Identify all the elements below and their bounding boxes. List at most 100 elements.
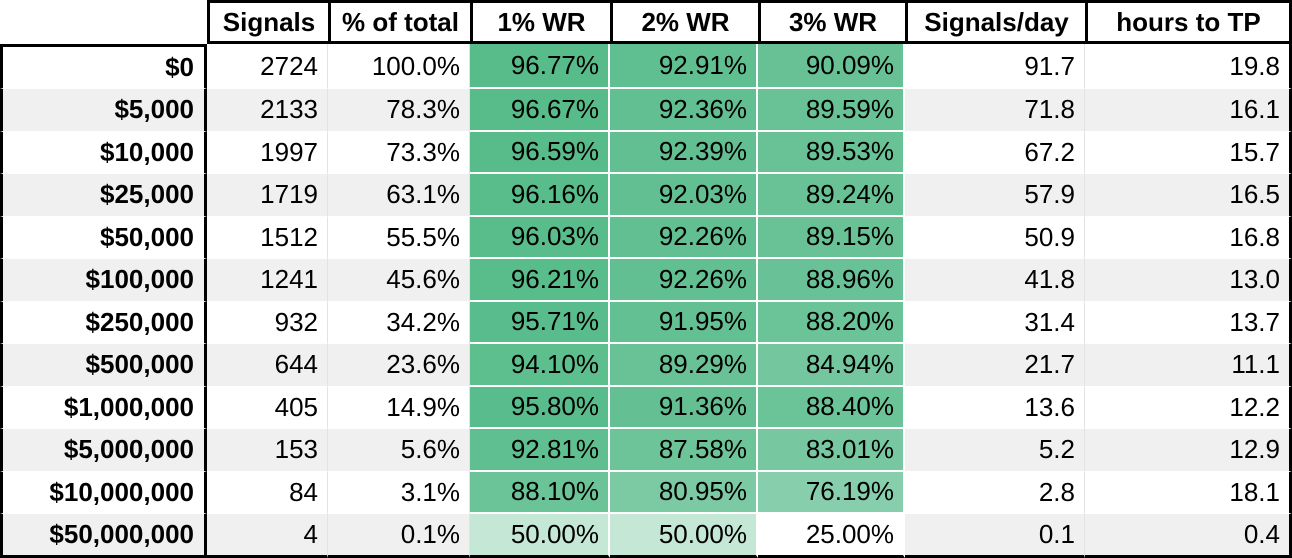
cell-signals-per-day[interactable]: 50.9 [905, 216, 1085, 260]
cell-signals[interactable]: 84 [207, 471, 328, 515]
row-label-threshold[interactable]: $100,000 [0, 259, 207, 302]
cell-signals[interactable]: 1241 [207, 259, 328, 302]
header-hours-to-tp[interactable]: hours to TP [1085, 0, 1292, 44]
cell-pct-of-total[interactable]: 55.5% [328, 216, 470, 260]
cell-signals[interactable]: 1512 [207, 216, 328, 260]
cell-pct-of-total[interactable]: 0.1% [328, 514, 470, 558]
cell-signals[interactable]: 1997 [207, 131, 328, 175]
cell-signals-per-day[interactable]: 0.1 [905, 514, 1085, 558]
cell-pct-of-total[interactable]: 5.6% [328, 429, 470, 472]
cell-hours-to-tp[interactable]: 15.7 [1085, 131, 1292, 175]
row-label-threshold[interactable]: $5,000,000 [0, 429, 207, 472]
cell-pct-of-total[interactable]: 78.3% [328, 89, 470, 132]
cell-3pct-wr[interactable]: 88.20% [758, 301, 905, 345]
cell-pct-of-total[interactable]: 63.1% [328, 174, 470, 217]
row-label-threshold[interactable]: $250,000 [0, 301, 207, 345]
cell-signals[interactable]: 405 [207, 386, 328, 430]
cell-signals[interactable]: 1719 [207, 174, 328, 217]
cell-pct-of-total[interactable]: 34.2% [328, 301, 470, 345]
cell-1pct-wr[interactable]: 96.59% [470, 131, 610, 175]
cell-signals-per-day[interactable]: 31.4 [905, 301, 1085, 345]
cell-2pct-wr[interactable]: 92.36% [610, 89, 758, 132]
cell-2pct-wr[interactable]: 92.91% [610, 44, 758, 90]
header-3pct-wr[interactable]: 3% WR [758, 0, 905, 44]
cell-signals-per-day[interactable]: 57.9 [905, 174, 1085, 217]
header-signals-per-day[interactable]: Signals/day [905, 0, 1085, 44]
cell-signals-per-day[interactable]: 5.2 [905, 429, 1085, 472]
cell-pct-of-total[interactable]: 100.0% [328, 44, 470, 90]
cell-pct-of-total[interactable]: 23.6% [328, 344, 470, 387]
cell-1pct-wr[interactable]: 95.71% [470, 301, 610, 345]
row-label-threshold[interactable]: $50,000,000 [0, 514, 207, 558]
cell-2pct-wr[interactable]: 91.95% [610, 301, 758, 345]
header-signals[interactable]: Signals [207, 0, 328, 44]
row-label-threshold[interactable]: $5,000 [0, 89, 207, 132]
cell-signals-per-day[interactable]: 91.7 [905, 44, 1085, 90]
cell-2pct-wr[interactable]: 92.03% [610, 174, 758, 217]
cell-1pct-wr[interactable]: 94.10% [470, 344, 610, 387]
cell-3pct-wr[interactable]: 88.96% [758, 259, 905, 302]
cell-3pct-wr[interactable]: 89.53% [758, 131, 905, 175]
cell-signals-per-day[interactable]: 67.2 [905, 131, 1085, 175]
cell-3pct-wr[interactable]: 83.01% [758, 429, 905, 472]
cell-2pct-wr[interactable]: 80.95% [610, 471, 758, 515]
cell-hours-to-tp[interactable]: 12.2 [1085, 386, 1292, 430]
cell-hours-to-tp[interactable]: 13.0 [1085, 259, 1292, 302]
cell-2pct-wr[interactable]: 92.26% [610, 259, 758, 302]
row-label-threshold[interactable]: $10,000 [0, 131, 207, 175]
cell-3pct-wr[interactable]: 25.00% [758, 514, 905, 558]
cell-3pct-wr[interactable]: 90.09% [758, 44, 905, 90]
cell-hours-to-tp[interactable]: 19.8 [1085, 44, 1292, 90]
cell-pct-of-total[interactable]: 45.6% [328, 259, 470, 302]
row-label-threshold[interactable]: $10,000,000 [0, 471, 207, 515]
cell-2pct-wr[interactable]: 91.36% [610, 386, 758, 430]
cell-1pct-wr[interactable]: 50.00% [470, 514, 610, 558]
cell-hours-to-tp[interactable]: 16.8 [1085, 216, 1292, 260]
row-label-threshold[interactable]: $50,000 [0, 216, 207, 260]
row-label-threshold[interactable]: $500,000 [0, 344, 207, 387]
cell-hours-to-tp[interactable]: 16.5 [1085, 174, 1292, 217]
header-pct-of-total[interactable]: % of total [328, 0, 470, 44]
cell-hours-to-tp[interactable]: 0.4 [1085, 514, 1292, 558]
cell-1pct-wr[interactable]: 96.21% [470, 259, 610, 302]
cell-signals-per-day[interactable]: 21.7 [905, 344, 1085, 387]
cell-hours-to-tp[interactable]: 16.1 [1085, 89, 1292, 132]
cell-signals[interactable]: 644 [207, 344, 328, 387]
header-1pct-wr[interactable]: 1% WR [470, 0, 610, 44]
cell-signals-per-day[interactable]: 71.8 [905, 89, 1085, 132]
row-label-threshold[interactable]: $25,000 [0, 174, 207, 217]
cell-hours-to-tp[interactable]: 13.7 [1085, 301, 1292, 345]
cell-signals[interactable]: 932 [207, 301, 328, 345]
cell-pct-of-total[interactable]: 14.9% [328, 386, 470, 430]
cell-3pct-wr[interactable]: 89.15% [758, 216, 905, 260]
cell-pct-of-total[interactable]: 73.3% [328, 131, 470, 175]
cell-2pct-wr[interactable]: 50.00% [610, 514, 758, 558]
row-label-threshold[interactable]: $0 [0, 44, 207, 90]
cell-3pct-wr[interactable]: 89.59% [758, 89, 905, 132]
cell-1pct-wr[interactable]: 92.81% [470, 429, 610, 472]
cell-2pct-wr[interactable]: 92.39% [610, 131, 758, 175]
cell-1pct-wr[interactable]: 96.03% [470, 216, 610, 260]
cell-signals-per-day[interactable]: 2.8 [905, 471, 1085, 515]
cell-signals[interactable]: 2133 [207, 89, 328, 132]
cell-hours-to-tp[interactable]: 12.9 [1085, 429, 1292, 472]
row-label-threshold[interactable]: $1,000,000 [0, 386, 207, 430]
cell-1pct-wr[interactable]: 88.10% [470, 471, 610, 515]
cell-signals[interactable]: 153 [207, 429, 328, 472]
cell-signals-per-day[interactable]: 41.8 [905, 259, 1085, 302]
corner-cell[interactable] [0, 0, 207, 44]
cell-pct-of-total[interactable]: 3.1% [328, 471, 470, 515]
cell-3pct-wr[interactable]: 89.24% [758, 174, 905, 217]
cell-signals[interactable]: 4 [207, 514, 328, 558]
cell-3pct-wr[interactable]: 76.19% [758, 471, 905, 515]
cell-signals-per-day[interactable]: 13.6 [905, 386, 1085, 430]
cell-1pct-wr[interactable]: 96.67% [470, 89, 610, 132]
cell-3pct-wr[interactable]: 84.94% [758, 344, 905, 387]
cell-2pct-wr[interactable]: 92.26% [610, 216, 758, 260]
cell-1pct-wr[interactable]: 96.16% [470, 174, 610, 217]
cell-3pct-wr[interactable]: 88.40% [758, 386, 905, 430]
cell-signals[interactable]: 2724 [207, 44, 328, 90]
cell-hours-to-tp[interactable]: 18.1 [1085, 471, 1292, 515]
cell-2pct-wr[interactable]: 87.58% [610, 429, 758, 472]
cell-1pct-wr[interactable]: 95.80% [470, 386, 610, 430]
